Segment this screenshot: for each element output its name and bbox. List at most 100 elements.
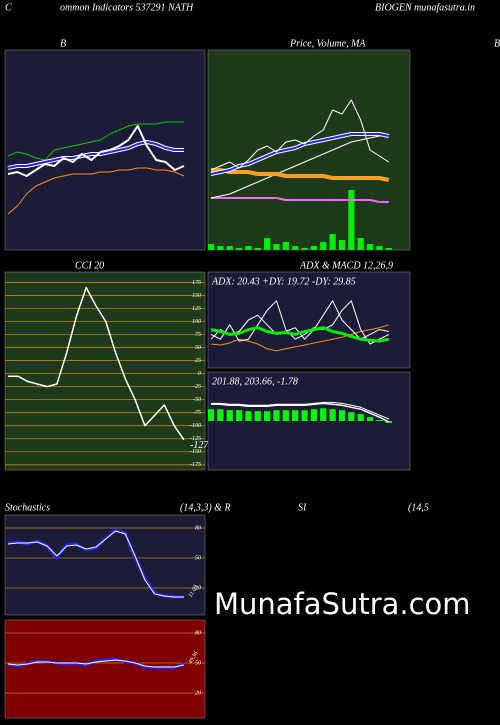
y-tick-label: -75: [193, 410, 201, 416]
bar: [282, 410, 289, 421]
series-line: [211, 168, 390, 182]
panel-title: Price, Volume, MA: [289, 38, 366, 49]
bar: [320, 242, 327, 250]
series-line: [7, 121, 184, 161]
series-line: [210, 326, 390, 343]
bar: [282, 242, 289, 250]
bar: [329, 234, 336, 250]
series-line: [8, 286, 185, 441]
series-line: [210, 300, 390, 345]
y-tick-label: 175: [192, 280, 201, 286]
panel-title: B: [60, 38, 66, 49]
y-tick-label: -25: [193, 384, 201, 390]
y-tick-label: 75: [195, 332, 201, 338]
panel-title: ADX & MACD 12,26,9: [299, 260, 393, 271]
header-left: C: [5, 2, 12, 13]
panel: [207, 271, 411, 369]
bar: [226, 246, 233, 250]
bar: [310, 246, 318, 250]
bar: [273, 244, 280, 250]
series-line: [211, 402, 390, 423]
panel: [4, 514, 206, 616]
series-line: [210, 133, 390, 175]
row-title: (14,5: [408, 502, 429, 513]
panel: [207, 49, 411, 251]
y-tick-label: 50: [195, 555, 201, 561]
bar: [357, 414, 364, 421]
bar: [320, 408, 327, 421]
bar: [348, 190, 355, 250]
row-title: Stochastics: [5, 502, 50, 513]
bar: [376, 246, 383, 250]
bar: [376, 420, 383, 421]
y-tick-label: 100: [192, 319, 201, 325]
bar: [235, 248, 243, 250]
bar: [217, 409, 224, 421]
y-tick-label: 20: [195, 690, 201, 696]
bar: [273, 410, 280, 421]
series-line: [210, 324, 389, 352]
series-line: [7, 657, 185, 670]
series-line: [211, 197, 389, 203]
series-line: [7, 528, 185, 599]
bar: [264, 238, 271, 250]
bar: [217, 246, 224, 250]
bar: [366, 244, 374, 250]
series-line: [7, 530, 184, 598]
panel-subtitle: 201.88, 203.66, -1.78: [212, 376, 298, 387]
series-line: [210, 135, 389, 199]
y-tick-label: 0: [198, 371, 201, 377]
y-tick-label: -50: [193, 397, 201, 403]
bar: [207, 409, 215, 421]
y-tick-label: -150: [190, 449, 201, 455]
series-line: [7, 167, 185, 215]
series-line: [7, 659, 185, 668]
y-tick-label: 125: [192, 306, 201, 312]
bar: [245, 246, 252, 250]
series-line: [211, 401, 389, 420]
watermark: MunafaSutra.com: [214, 587, 471, 621]
series-line: [210, 99, 390, 171]
row-title: (14,3,3) & R: [180, 502, 231, 513]
y-tick-label: 150: [192, 293, 201, 299]
bar: [207, 244, 215, 250]
bar: [310, 409, 318, 421]
y-tick-label: 80: [195, 630, 201, 636]
bar: [301, 410, 308, 421]
bar: [385, 248, 392, 250]
y-tick-label: -125: [190, 436, 201, 442]
bar: [264, 411, 271, 421]
series-line: [7, 141, 184, 169]
y-tick-label: -100: [190, 423, 201, 429]
bar: [357, 238, 364, 250]
header-site: BIOGEN munafasutra.in: [375, 2, 475, 13]
series-line: [7, 125, 185, 177]
y-tick-label: -175: [190, 462, 201, 468]
bar: [254, 248, 261, 250]
bar: [338, 240, 346, 250]
panel: [4, 271, 206, 471]
bar: [338, 410, 346, 421]
bar: [235, 410, 243, 421]
panel-subtitle: ADX: 20.43 +DY: 19.72 -DY: 29.85: [211, 276, 356, 287]
y-tick-label: 50: [195, 660, 201, 666]
bar: [226, 410, 233, 421]
bar: [348, 412, 355, 421]
y-tick-label: 25: [195, 358, 201, 364]
bar: [329, 409, 336, 421]
y-tick-label: 50: [195, 345, 201, 351]
y-tick-label: 80: [195, 525, 201, 531]
bar: [292, 246, 299, 250]
header-edge: B: [494, 38, 500, 49]
bar: [292, 410, 299, 421]
bar: [366, 417, 374, 421]
panel-title: CCI 20: [75, 260, 104, 271]
bar: [254, 411, 261, 421]
last-value-label: -127: [190, 440, 209, 451]
bar: [301, 248, 308, 250]
bar: [245, 411, 252, 421]
header-title: ommon Indicators 537291 NATH: [60, 2, 194, 13]
y-tick-label: 20: [195, 585, 201, 591]
last-value-label: 11.09: [188, 584, 200, 598]
